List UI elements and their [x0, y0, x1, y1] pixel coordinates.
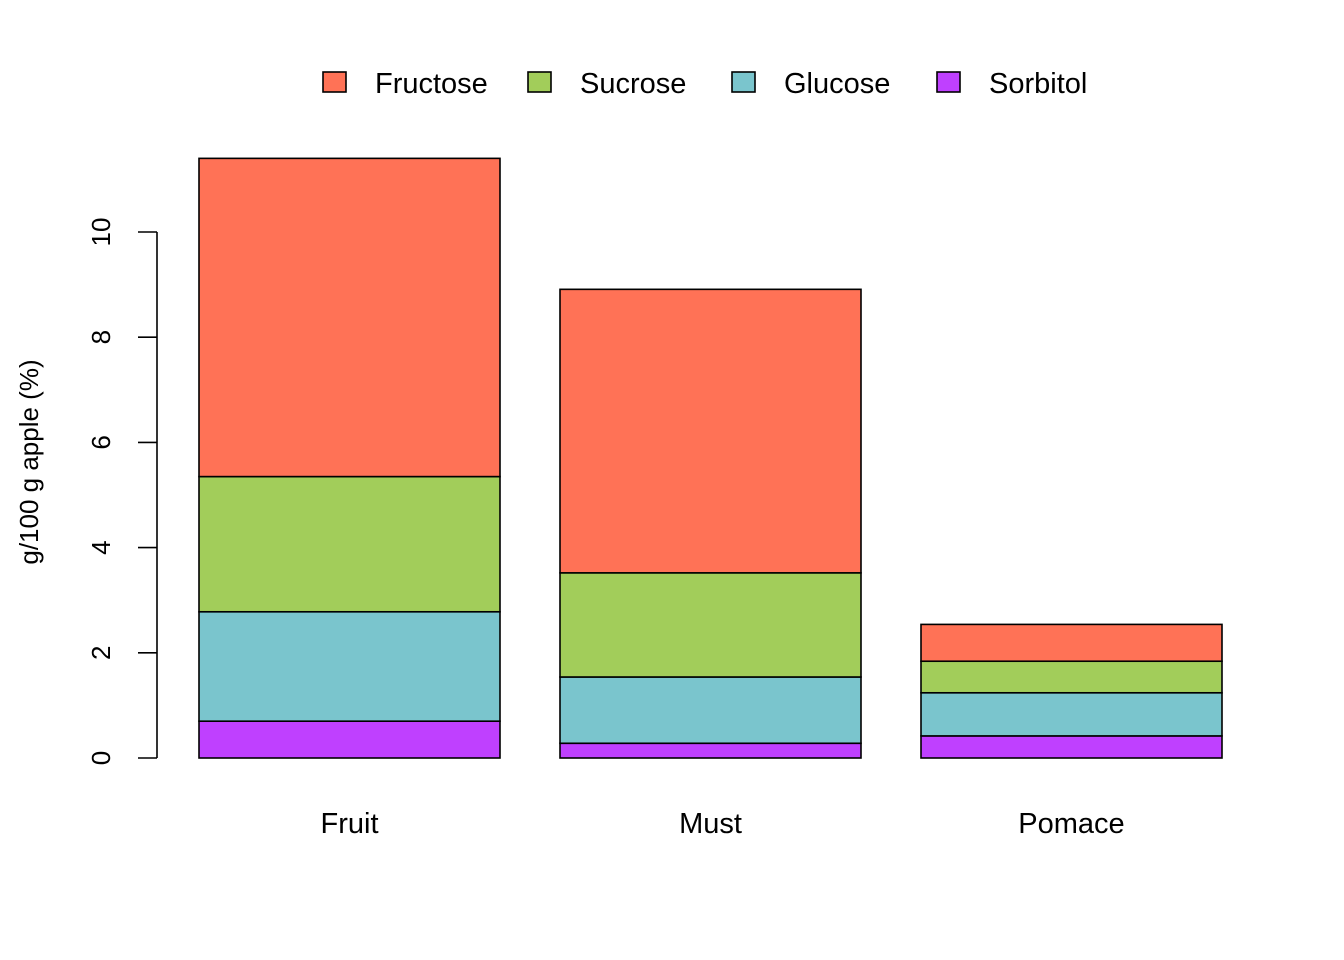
bars: [198, 157, 1223, 759]
x-label-fruit: Fruit: [321, 808, 379, 840]
y-tick-label-8: 8: [86, 330, 116, 344]
bar-must-sorbitol: [559, 742, 862, 759]
legend-label-sorbitol: Sorbitol: [989, 68, 1087, 100]
legend-swatch-sorbitol: [936, 71, 961, 93]
legend-swatch-sucrose: [527, 71, 552, 93]
bar-fruit-sucrose: [198, 475, 501, 613]
y-tick-label-6: 6: [86, 435, 116, 449]
legend-swatch-glucose: [731, 71, 756, 93]
legend-item-sorbitol: Sorbitol: [936, 68, 1087, 100]
legend-swatch-fructose: [322, 71, 347, 93]
bar-must-fructose: [559, 288, 862, 574]
y-tick-label-0: 0: [86, 751, 116, 765]
legend-label-fructose: Fructose: [375, 68, 488, 100]
legend: Fructose Sucrose Glucose Sorbitol: [322, 68, 1087, 100]
bar-pomace-sucrose: [920, 660, 1223, 694]
bar-fruit-sorbitol: [198, 720, 501, 759]
bar-fruit-fructose: [198, 157, 501, 478]
y-tick-label-10: 10: [86, 218, 116, 247]
y-tick-label-2: 2: [86, 646, 116, 660]
x-label-must: Must: [679, 808, 742, 840]
bar-pomace-glucose: [920, 691, 1223, 737]
legend-item-sucrose: Sucrose: [527, 68, 686, 100]
legend-label-sucrose: Sucrose: [580, 68, 686, 100]
x-label-pomace: Pomace: [1018, 808, 1124, 840]
bar-must-glucose: [559, 676, 862, 745]
bar-pomace-sorbitol: [920, 735, 1223, 759]
y-axis-title: g/100 g apple (%): [14, 359, 44, 564]
bar-pomace-fructose: [920, 623, 1223, 663]
y-axis: 0 2 4 6 8 10: [86, 218, 158, 765]
x-axis-labels: Fruit Must Pomace: [321, 808, 1125, 840]
legend-item-glucose: Glucose: [731, 68, 890, 100]
bar-fruit-glucose: [198, 610, 501, 722]
y-tick-label-4: 4: [86, 540, 116, 554]
legend-item-fructose: Fructose: [322, 68, 488, 100]
legend-label-glucose: Glucose: [784, 68, 890, 100]
bar-must-sucrose: [559, 572, 862, 678]
